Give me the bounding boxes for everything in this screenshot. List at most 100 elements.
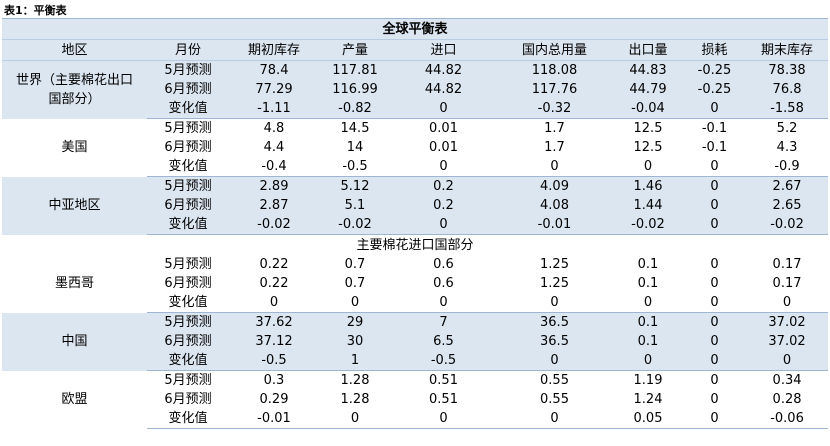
table-row: 墨西哥 5月预测 0.22 0.7 0.6 1.25 0.1 0 0.17 (2, 255, 829, 313)
value-cell: 0 (683, 274, 746, 293)
header-row: 地区 月份 期初库存 产量 进口 国内总用量 出口量 损耗 期末库存 (2, 39, 829, 61)
value-cell: 0.55 (496, 390, 613, 409)
region-label: 国部分） (48, 91, 101, 107)
month-cell: 6月预测 (147, 332, 229, 351)
header-ending-stock: 期末库存 (746, 39, 829, 61)
value-cell: 0 (496, 409, 613, 429)
value-cell: 0.6 (391, 255, 496, 274)
value-cell: 6.5 (391, 332, 496, 351)
value-cell: 44.82 (391, 60, 496, 80)
table-row: 中亚地区 5月预测 2.89 5.12 0.2 4.09 1.46 0 2.67 (2, 176, 829, 235)
value-cell: 1.28 (319, 370, 391, 390)
month-cell: 6月预测 (147, 274, 229, 293)
value-cell: 0.1 (613, 332, 683, 351)
value-cell: 7 (391, 312, 496, 332)
value-cell: 118.08 (496, 60, 613, 80)
value-cell: 1.25 (496, 255, 613, 274)
table-row: 变化值 -1.11 -0.82 0 -0.32 -0.04 0 -1.58 (2, 99, 829, 119)
month-cell: 变化值 (147, 409, 229, 429)
value-cell: -1.11 (229, 99, 319, 119)
header-production: 产量 (319, 39, 391, 61)
value-cell: 36.5 (496, 332, 613, 351)
table-row: 美国 5月预测 4.8 14.5 0.01 1.7 12.5 -0.1 5.2 (2, 118, 829, 177)
value-cell: 0 (229, 293, 319, 313)
value-cell: 0 (496, 293, 613, 313)
value-cell: 1.24 (613, 390, 683, 409)
region-cell-china: 中国 (2, 312, 147, 371)
value-cell: -0.01 (229, 409, 319, 429)
value-cell: 37.02 (746, 312, 829, 332)
value-cell: 0 (496, 157, 613, 177)
value-cell: 0.1 (613, 312, 683, 332)
value-cell: 12.5 (613, 138, 683, 157)
month-cell: 6月预测 (147, 196, 229, 215)
value-cell: 0 (683, 215, 746, 235)
region-cell-world: 世界（主要棉花出口 国部分） (2, 60, 147, 119)
value-cell: 78.4 (229, 60, 319, 80)
value-cell: 117.81 (319, 60, 391, 80)
value-cell: 0 (683, 99, 746, 119)
header-domestic-use: 国内总用量 (496, 39, 613, 61)
value-cell: -0.5 (319, 157, 391, 177)
value-cell: 0.55 (496, 370, 613, 390)
month-cell: 5月预测 (147, 312, 229, 332)
value-cell: 2.67 (746, 176, 829, 196)
table-caption: 表1：平衡表 (4, 4, 67, 17)
value-cell: -0.06 (746, 409, 829, 429)
month-cell: 5月预测 (147, 118, 229, 138)
value-cell: 0.7 (319, 255, 391, 274)
month-cell: 5月预测 (147, 60, 229, 80)
value-cell: 0 (683, 157, 746, 177)
value-cell: 0.2 (391, 176, 496, 196)
value-cell: 0.17 (746, 274, 829, 293)
month-cell: 6月预测 (147, 80, 229, 99)
region-cell-eu: 欧盟 (2, 370, 147, 429)
value-cell: -0.04 (613, 99, 683, 119)
value-cell: 14.5 (319, 118, 391, 138)
table-row: 变化值 -0.5 1 -0.5 0 0 0 0 (2, 351, 829, 371)
value-cell: -0.1 (683, 118, 746, 138)
value-cell: 1.28 (319, 390, 391, 409)
value-cell: 0.01 (391, 138, 496, 157)
value-cell: 0 (683, 196, 746, 215)
value-cell: 0 (391, 215, 496, 235)
value-cell: 0 (613, 351, 683, 371)
value-cell: 78.38 (746, 60, 829, 80)
value-cell: -0.4 (229, 157, 319, 177)
value-cell: 0 (683, 351, 746, 371)
value-cell: 44.83 (613, 60, 683, 80)
value-cell: 14 (319, 138, 391, 157)
value-cell: 0 (683, 255, 746, 274)
value-cell: -0.01 (496, 215, 613, 235)
value-cell: 0.51 (391, 390, 496, 409)
region-cell-central-asia: 中亚地区 (2, 176, 147, 235)
value-cell: -0.25 (683, 60, 746, 80)
region-label: 中亚地区 (48, 198, 101, 213)
table-title: 全球平衡表 (2, 18, 829, 40)
month-cell: 6月预测 (147, 390, 229, 409)
balance-table: 全球平衡表 地区 月份 期初库存 产量 进口 国内总用量 出口量 损耗 期末库存… (2, 18, 829, 429)
value-cell: 117.76 (496, 80, 613, 99)
table-row: 6月预测 0.22 0.7 0.6 1.25 0.1 0 0.17 (2, 274, 829, 293)
month-cell: 5月预测 (147, 255, 229, 274)
header-region: 地区 (2, 39, 147, 61)
value-cell: -0.9 (746, 157, 829, 177)
table-row: 6月预测 37.12 30 6.5 36.5 0.1 0 37.02 (2, 332, 829, 351)
value-cell: -0.5 (229, 351, 319, 371)
section-label: 主要棉花进口国部分 (2, 234, 829, 255)
value-cell: 0.05 (613, 409, 683, 429)
table-row: 变化值 -0.02 -0.02 0 -0.01 -0.02 0 -0.02 (2, 215, 829, 235)
region-cell-mexico: 墨西哥 (2, 255, 147, 313)
table-row: 世界（主要棉花出口 国部分） 5月预测 78.4 117.81 44.82 118.08 44… (2, 60, 829, 119)
value-cell: -0.5 (391, 351, 496, 371)
region-label: 美国 (61, 140, 88, 155)
region-label: 墨西哥 (54, 276, 94, 292)
value-cell: 0 (391, 409, 496, 429)
value-cell: 4.4 (229, 138, 319, 157)
value-cell: 0 (683, 370, 746, 390)
value-cell: -0.1 (683, 138, 746, 157)
value-cell: 0.34 (746, 370, 829, 390)
header-opening-stock: 期初库存 (229, 39, 319, 61)
value-cell: -0.32 (496, 99, 613, 119)
month-cell: 变化值 (147, 157, 229, 177)
